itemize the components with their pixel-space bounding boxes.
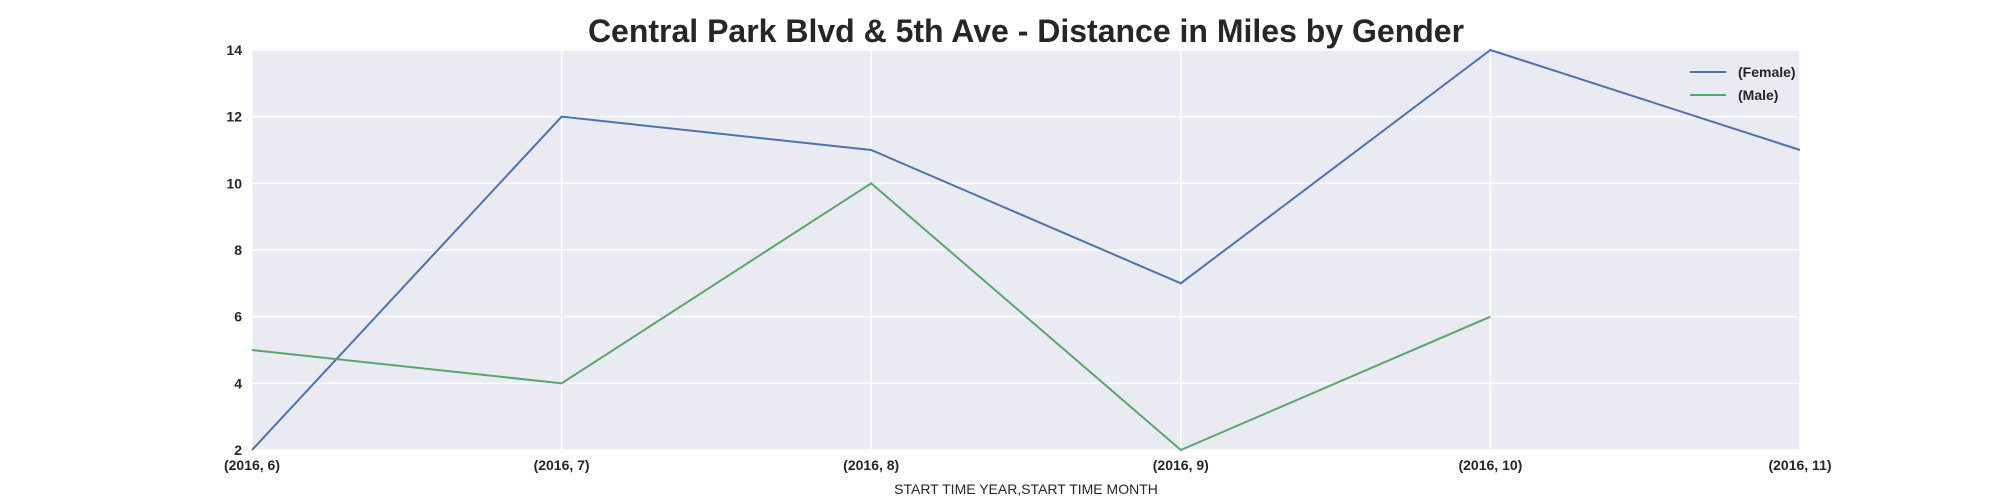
y-tick-label: 4 bbox=[234, 375, 242, 391]
legend-item-male: (Male) bbox=[1690, 87, 1778, 103]
axis-ticks: 2 4 6 8 10 12 14 (2016, 6) (2016, 7) (2016, 8) (20… bbox=[224, 42, 1832, 473]
y-tick-label: 14 bbox=[226, 42, 242, 58]
y-tick-label: 2 bbox=[234, 442, 242, 458]
x-axis-label: START TIME YEAR,START TIME MONTH bbox=[894, 481, 1158, 497]
x-tick-label: (2016, 6) bbox=[224, 457, 280, 473]
x-tick-label: (2016, 8) bbox=[843, 457, 899, 473]
legend-item-female: (Female) bbox=[1690, 64, 1796, 80]
x-tick-label: (2016, 9) bbox=[1153, 457, 1209, 473]
legend-label: (Female) bbox=[1738, 64, 1796, 80]
legend-label: (Male) bbox=[1738, 87, 1778, 103]
y-tick-label: 12 bbox=[226, 109, 242, 125]
x-tick-label: (2016, 7) bbox=[534, 457, 590, 473]
x-tick-label: (2016, 11) bbox=[1768, 457, 1831, 473]
series-lines bbox=[251, 48, 1801, 452]
chart-title: Central Park Blvd & 5th Ave - Distance i… bbox=[588, 13, 1464, 49]
y-tick-label: 8 bbox=[234, 242, 242, 258]
x-tick-label: (2016, 10) bbox=[1458, 457, 1522, 473]
y-tick-label: 10 bbox=[226, 175, 242, 191]
legend: (Female) (Male) bbox=[1690, 64, 1796, 103]
series-line-female bbox=[251, 48, 1801, 451]
series-line-male bbox=[251, 182, 1491, 452]
y-tick-label: 6 bbox=[234, 309, 242, 325]
